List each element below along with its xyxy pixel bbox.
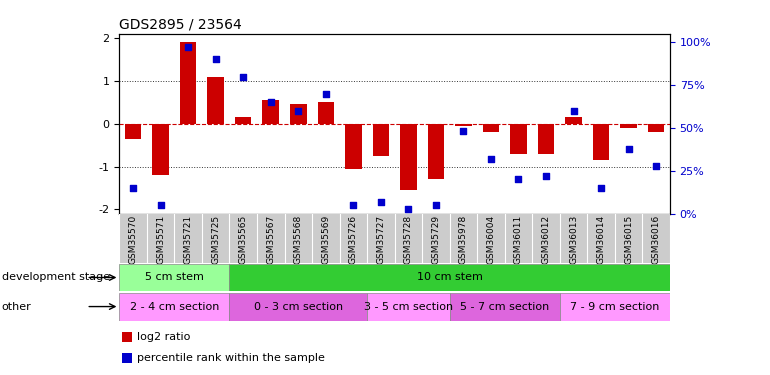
Text: GSM35725: GSM35725 — [211, 215, 220, 264]
Point — [182, 45, 194, 51]
Point — [650, 163, 662, 169]
Bar — [621, 124, 637, 128]
Text: GSM35567: GSM35567 — [266, 215, 275, 264]
Bar — [317, 102, 334, 124]
Point — [512, 177, 524, 183]
Point — [430, 202, 442, 208]
Text: GSM36014: GSM36014 — [597, 215, 605, 264]
Bar — [565, 117, 582, 124]
Text: GSM36016: GSM36016 — [651, 215, 661, 264]
Point — [457, 129, 470, 135]
Bar — [229, 264, 670, 291]
Text: GSM35569: GSM35569 — [321, 215, 330, 264]
Text: other: other — [2, 302, 32, 312]
Bar — [152, 124, 169, 175]
Text: GSM36011: GSM36011 — [514, 215, 523, 264]
Text: 5 cm stem: 5 cm stem — [145, 273, 204, 282]
Bar — [235, 117, 252, 124]
Text: 3 - 5 cm section: 3 - 5 cm section — [364, 302, 453, 312]
Point — [127, 185, 139, 191]
Text: 2 - 4 cm section: 2 - 4 cm section — [129, 302, 219, 312]
Text: percentile rank within the sample: percentile rank within the sample — [137, 353, 325, 363]
Bar — [119, 292, 229, 321]
Bar — [450, 292, 560, 321]
Point — [595, 185, 608, 191]
Point — [265, 99, 277, 105]
Bar — [263, 100, 279, 124]
Text: log2 ratio: log2 ratio — [137, 332, 190, 342]
Point — [209, 57, 222, 63]
Point — [347, 202, 360, 208]
Bar — [122, 332, 132, 342]
Bar — [593, 124, 609, 160]
Point — [485, 156, 497, 162]
Bar — [122, 353, 132, 363]
Bar — [455, 124, 472, 126]
Text: GSM35726: GSM35726 — [349, 215, 358, 264]
Text: GSM35721: GSM35721 — [184, 215, 192, 264]
Bar — [560, 292, 670, 321]
Bar — [290, 105, 306, 124]
Text: GSM35570: GSM35570 — [129, 215, 138, 264]
Bar — [125, 124, 142, 139]
Point — [320, 91, 332, 97]
Bar — [180, 42, 196, 124]
Text: GSM36013: GSM36013 — [569, 215, 578, 264]
Bar — [400, 124, 417, 190]
Text: GDS2895 / 23564: GDS2895 / 23564 — [119, 17, 242, 31]
Text: development stage: development stage — [2, 273, 109, 282]
Bar — [345, 124, 362, 169]
Text: GSM36012: GSM36012 — [541, 215, 551, 264]
Text: GSM35565: GSM35565 — [239, 215, 248, 264]
Point — [237, 74, 249, 80]
Text: GSM36004: GSM36004 — [487, 215, 495, 264]
Text: GSM35568: GSM35568 — [294, 215, 303, 264]
Text: GSM35571: GSM35571 — [156, 215, 165, 264]
Text: 0 - 3 cm section: 0 - 3 cm section — [254, 302, 343, 312]
Bar — [483, 124, 499, 132]
Text: 5 - 7 cm section: 5 - 7 cm section — [460, 302, 549, 312]
Point — [540, 173, 552, 179]
Bar — [119, 214, 670, 262]
Text: GSM36015: GSM36015 — [624, 215, 633, 264]
Bar — [373, 124, 389, 156]
Point — [375, 199, 387, 205]
Text: GSM35727: GSM35727 — [377, 215, 385, 264]
Text: 10 cm stem: 10 cm stem — [417, 273, 483, 282]
Bar — [367, 292, 450, 321]
Text: GSM35729: GSM35729 — [431, 215, 440, 264]
Point — [622, 146, 634, 152]
Bar — [511, 124, 527, 154]
Text: 7 - 9 cm section: 7 - 9 cm section — [570, 302, 660, 312]
Text: GSM35978: GSM35978 — [459, 215, 468, 264]
Point — [155, 202, 167, 208]
Text: GSM35728: GSM35728 — [404, 215, 413, 264]
Bar — [207, 76, 224, 124]
Bar — [119, 264, 229, 291]
Bar — [427, 124, 444, 180]
Bar — [229, 292, 367, 321]
Point — [292, 108, 304, 114]
Bar — [648, 124, 665, 132]
Point — [402, 206, 414, 212]
Bar — [537, 124, 554, 154]
Point — [567, 108, 580, 114]
